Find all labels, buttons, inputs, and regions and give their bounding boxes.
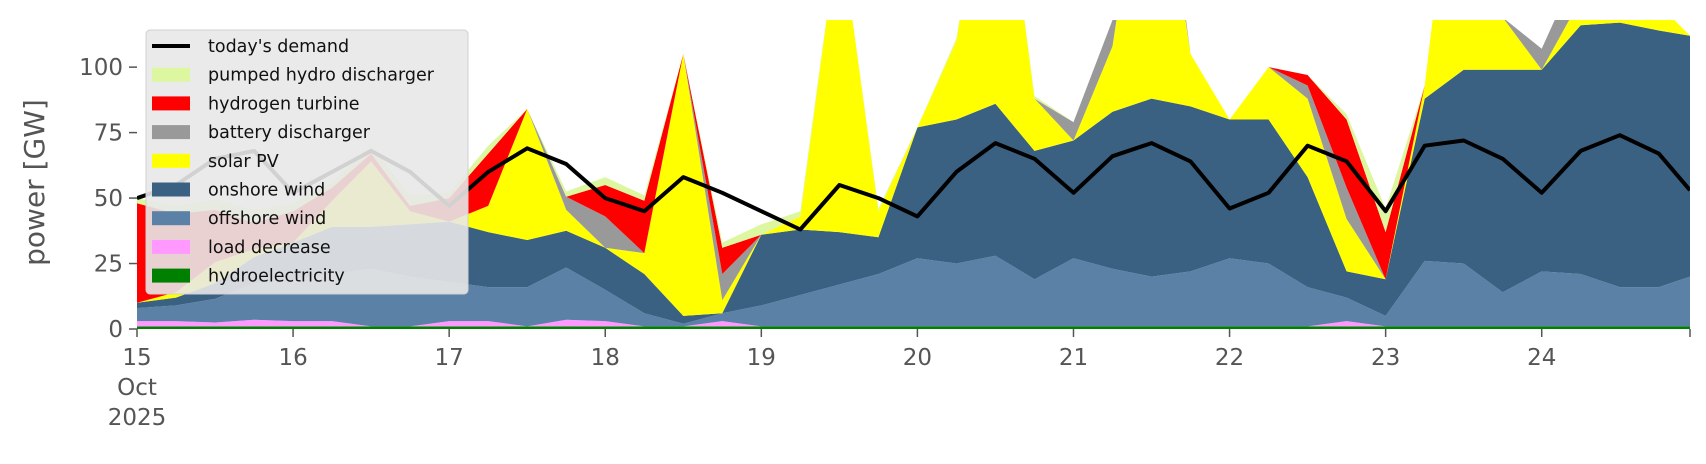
x-tick-label: 21	[1059, 345, 1088, 371]
x-tick-label: 18	[591, 345, 620, 371]
area-solar-pv	[137, 20, 1690, 316]
y-axis-title: power [GW]	[18, 99, 51, 266]
area-offshore-wind	[137, 255, 1690, 327]
x-tick-label: 19	[747, 345, 776, 371]
x-tick-label: 24	[1527, 345, 1556, 371]
legend-swatch-solar-pv	[152, 153, 190, 168]
area-load-decrease	[137, 319, 1690, 327]
legend-swatch-hydroelectricity	[152, 268, 190, 283]
stacked-areas	[137, 20, 1690, 329]
y-tick-label: 100	[79, 55, 123, 81]
y-tick-label: 50	[94, 186, 123, 212]
legend-swatch-onshore-wind	[152, 182, 190, 197]
legend-label-onshore-wind: onshore wind	[208, 181, 325, 201]
legend-label-pumped-hydro-discharger: pumped hydro discharger	[208, 66, 435, 86]
area-onshore-wind	[137, 22, 1690, 324]
legend-label-battery-discharger: battery discharger	[208, 123, 371, 143]
legend-label-load-decrease: load decrease	[208, 238, 331, 258]
x-tick-label: 22	[1215, 345, 1244, 371]
x-date-label: Oct	[117, 375, 157, 401]
y-tick-label: 0	[108, 317, 123, 343]
legend-label-offshore-wind: offshore wind	[208, 209, 326, 229]
legend-swatch-battery-discharger	[152, 125, 190, 140]
axes: 0 25 50 75 100 15 16 17 18 19 20 21 22 23 24 Oct 2025 pow…	[18, 55, 1691, 431]
legend-swatch-hydrogen-turbine	[152, 96, 190, 111]
x-tick-label: 20	[903, 345, 932, 371]
legend-label-solar-pv: solar PV	[208, 152, 279, 172]
x-tick-label: 23	[1371, 345, 1400, 371]
y-tick-label: 75	[94, 121, 123, 147]
y-tick-label: 25	[94, 252, 123, 278]
x-tick-label: 15	[122, 345, 151, 371]
x-tick-label: 16	[278, 345, 307, 371]
legend-swatch-offshore-wind	[152, 211, 190, 226]
area-hydroelectricity	[137, 326, 1690, 329]
legend: today's demand pumped hydro discharger hyd…	[145, 29, 469, 295]
legend-label-today-s-demand: today's demand	[208, 37, 349, 57]
x-date-label: 2025	[108, 405, 167, 431]
area-battery-discharger	[137, 20, 1690, 303]
legend-swatch-load-decrease	[152, 239, 190, 254]
x-tick-label: 17	[435, 345, 464, 371]
legend-box	[145, 29, 469, 295]
legend-label-hydroelectricity: hydroelectricity	[208, 267, 345, 287]
legend-label-hydrogen-turbine: hydrogen turbine	[208, 94, 360, 114]
legend-swatch-pumped-hydro-discharger	[152, 67, 190, 82]
